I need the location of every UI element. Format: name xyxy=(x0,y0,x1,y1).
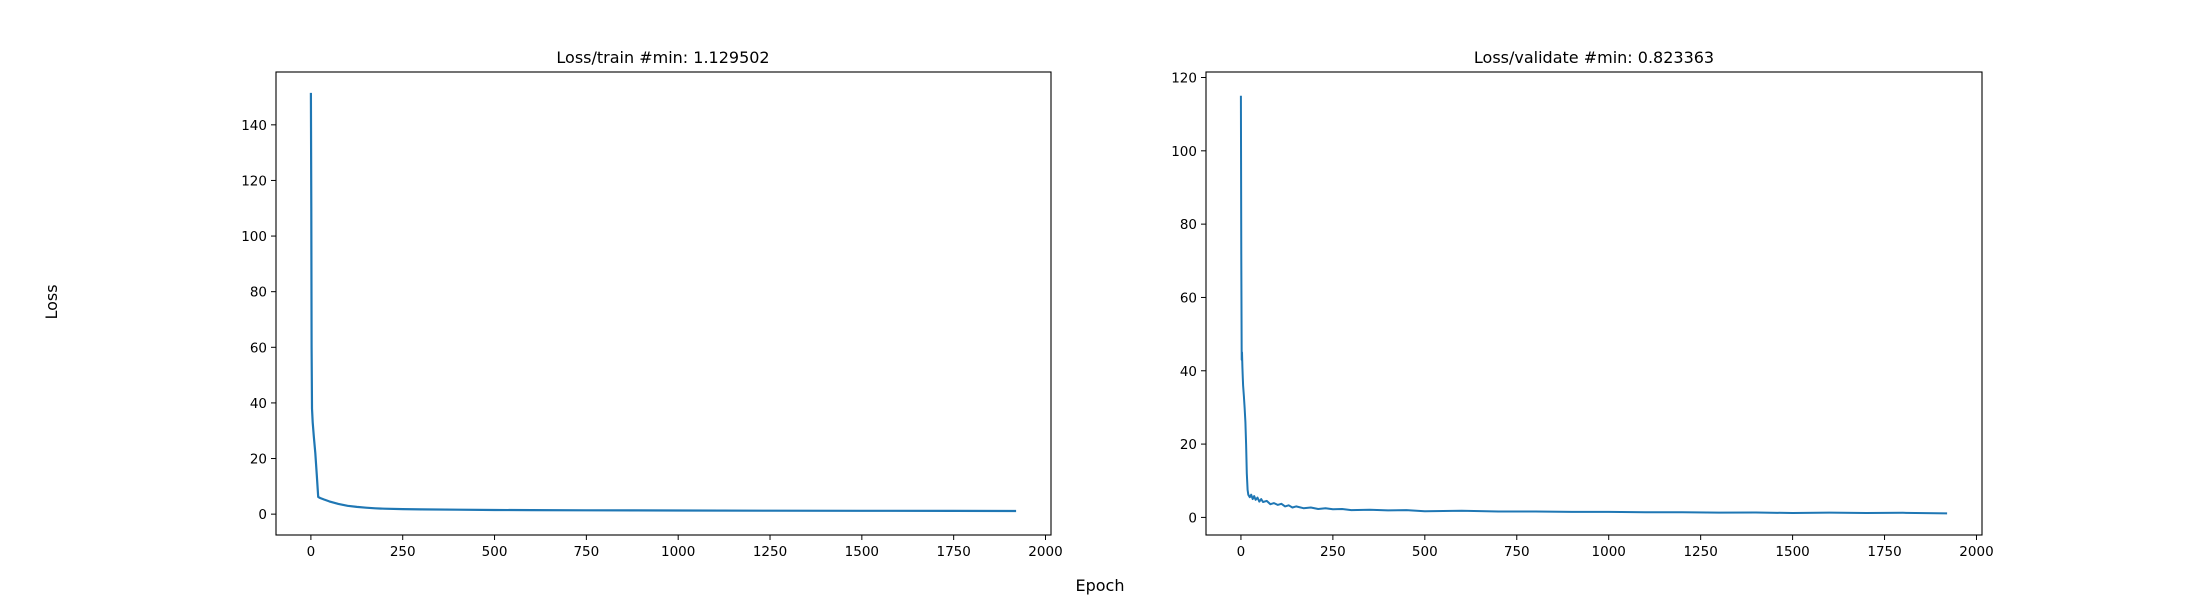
validate-loss-ticks: 0 250 500 750 1000 1250 1500 1750 2000 0 20 40 60 80 1… xyxy=(1171,70,1993,560)
train-loss-ytick-label: 80 xyxy=(250,285,267,301)
train-loss-title: Loss/train #min: 1.129502 xyxy=(556,48,769,67)
train-loss-xtick-label: 1500 xyxy=(845,544,879,560)
train-loss-xtick-label: 1000 xyxy=(661,544,695,560)
validate-loss-axes: Loss/validate #min: 0.823363 0 250 500 750 1… xyxy=(1171,48,1993,560)
validate-loss-xtick-label: 1250 xyxy=(1683,544,1717,560)
figure-ylabel: Loss xyxy=(42,284,61,319)
train-loss-xtick-label: 2000 xyxy=(1028,544,1062,560)
validate-loss-xtick-label: 1750 xyxy=(1867,544,1901,560)
figure-xlabel: Epoch xyxy=(1076,576,1125,595)
validate-loss-xtick-label: 2000 xyxy=(1959,544,1993,560)
validate-loss-ytick-label: 60 xyxy=(1180,290,1197,306)
validate-loss-ytick-label: 40 xyxy=(1180,364,1197,380)
validate-loss-xtick-label: 0 xyxy=(1237,544,1246,560)
train-loss-xtick-label: 0 xyxy=(307,544,316,560)
validate-loss-xtick-label: 750 xyxy=(1504,544,1530,560)
train-loss-line xyxy=(309,92,1017,513)
train-loss-ticks: 0 250 500 750 1000 1250 1500 1750 2000 0 20 40 60 80 1… xyxy=(241,118,1062,560)
validate-loss-frame xyxy=(1205,71,1983,536)
train-loss-axes: Loss/train #min: 1.129502 0 250 500 750 1000… xyxy=(241,48,1062,560)
train-loss-frame xyxy=(275,71,1052,536)
validate-loss-xtick-label: 250 xyxy=(1320,544,1346,560)
train-loss-ytick-label: 140 xyxy=(241,118,267,134)
train-loss-xtick-label: 1250 xyxy=(753,544,787,560)
train-loss-xtick-label: 500 xyxy=(482,544,508,560)
train-loss-xtick-label: 750 xyxy=(573,544,599,560)
train-loss-xtick-label: 250 xyxy=(390,544,416,560)
validate-loss-title: Loss/validate #min: 0.823363 xyxy=(1474,48,1714,67)
train-loss-ytick-label: 40 xyxy=(250,396,267,412)
train-loss-ytick-label: 60 xyxy=(250,340,267,356)
train-loss-xtick-label: 1750 xyxy=(936,544,970,560)
validate-loss-xtick-label: 1000 xyxy=(1592,544,1626,560)
train-loss-ytick-label: 20 xyxy=(250,452,267,468)
train-loss-ytick-label: 100 xyxy=(241,229,267,245)
validate-loss-xtick-label: 500 xyxy=(1412,544,1438,560)
train-loss-ytick-label: 0 xyxy=(258,507,267,523)
validate-loss-ytick-label: 20 xyxy=(1180,437,1197,453)
validate-loss-line xyxy=(1239,95,1948,515)
validate-loss-ytick-label: 100 xyxy=(1171,144,1197,160)
validate-loss-ytick-label: 0 xyxy=(1188,510,1197,526)
validate-loss-ytick-label: 80 xyxy=(1180,217,1197,233)
train-loss-ytick-label: 120 xyxy=(241,173,267,189)
validate-loss-ytick-label: 120 xyxy=(1171,70,1197,86)
validate-loss-xtick-label: 1500 xyxy=(1775,544,1809,560)
